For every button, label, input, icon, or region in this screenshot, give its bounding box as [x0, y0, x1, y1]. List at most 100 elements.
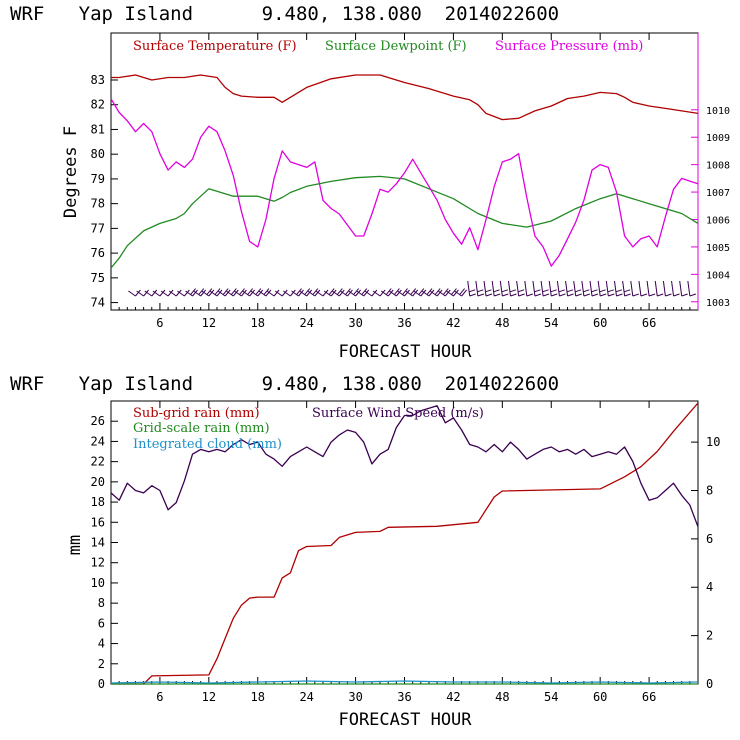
barb-feather: [289, 289, 296, 297]
barb-feather: [379, 289, 386, 297]
wind-barb: [266, 289, 280, 297]
barb-feather: [314, 289, 321, 297]
wind-barb: [454, 288, 467, 297]
wind-barb: [364, 289, 378, 297]
barb-staff: [242, 290, 250, 297]
barb-feather: [494, 293, 501, 297]
barb-staff: [475, 280, 479, 297]
barb-feather: [230, 288, 237, 295]
barb-staff: [397, 290, 405, 297]
barb-staff: [201, 290, 210, 297]
wind-barb: [315, 289, 329, 297]
wind-barb: [397, 288, 410, 297]
wind-barb: [687, 280, 697, 297]
barb-feather: [502, 293, 509, 297]
barb-feather: [273, 289, 280, 297]
barb-feather: [363, 289, 370, 297]
barb-staff: [437, 290, 446, 297]
barb-feather: [385, 288, 392, 295]
y-tick-label: 6: [98, 616, 105, 630]
y2-tick-label: 10: [706, 435, 720, 449]
barb-staff: [209, 290, 218, 297]
barb-staff: [573, 280, 577, 297]
barb-feather: [534, 293, 542, 297]
wind-barb: [491, 280, 501, 297]
wind-barb: [193, 288, 207, 297]
x-tick-label: 66: [642, 316, 656, 330]
barb-feather: [444, 289, 451, 297]
top-right-axis: 1003 1004 1005 1006 1007 1008 1009 1010: [691, 106, 730, 309]
x-tick-label: 24: [299, 690, 313, 704]
y-tick-label: 22: [91, 455, 105, 469]
barb-feather: [222, 288, 229, 295]
wind-barb: [372, 289, 386, 297]
barb-feather: [459, 288, 465, 295]
barb-staff: [429, 290, 438, 297]
y2-tick-label: 1005: [706, 243, 730, 254]
bottom-y-axis-label: mm: [65, 535, 85, 555]
y-tick-label: 20: [91, 475, 105, 489]
barb-feather: [485, 289, 492, 293]
y2-tick-label: 1004: [706, 270, 730, 281]
barb-feather: [469, 293, 476, 297]
barb-feather: [281, 289, 288, 297]
barb-feather: [241, 289, 247, 297]
top-x-axis: 6 12 18 24 30 36 42 48 54 60 66: [118, 33, 691, 330]
wind-barb: [622, 280, 631, 297]
barb-feather: [190, 288, 196, 295]
wind-barb: [605, 280, 615, 297]
barb-feather: [404, 289, 410, 297]
bottom-x-axis-label: FORECAST HOUR: [338, 710, 472, 730]
barb-feather: [200, 289, 207, 297]
barb-feather: [239, 288, 245, 295]
barb-feather: [461, 289, 467, 297]
y2-tick-label: 1010: [706, 106, 730, 117]
barb-staff: [565, 280, 569, 297]
barb-staff: [283, 290, 291, 297]
barb-feather: [469, 289, 476, 293]
barb-feather: [575, 293, 582, 297]
wind-barb: [467, 280, 476, 297]
barb-staff: [193, 290, 201, 297]
barb-staff: [405, 290, 413, 297]
top-series-group: [110, 74, 699, 269]
wind-barb: [217, 288, 231, 297]
barb-feather: [542, 289, 549, 293]
barb-feather: [224, 289, 231, 297]
barb-feather: [477, 289, 484, 293]
barb-staff: [646, 280, 650, 297]
x-tick-label: 36: [397, 690, 411, 704]
wind-barb: [556, 280, 566, 297]
barb-staff: [654, 280, 658, 297]
legend-surface-temperature: Surface Temperature (F): [133, 39, 297, 54]
wind-barb: [638, 280, 648, 297]
barb-staff: [516, 280, 520, 297]
wind-barb: [389, 288, 402, 297]
barb-staff: [679, 280, 683, 297]
x-tick-label: 24: [299, 316, 313, 330]
legend-surface-dewpoint: Surface Dewpoint (F): [325, 39, 467, 54]
x-tick-label: 18: [251, 690, 265, 704]
barb-feather: [206, 288, 213, 295]
barb-staff: [483, 280, 487, 297]
barb-feather: [418, 288, 425, 295]
barb-feather: [328, 288, 335, 295]
barb-feather: [599, 289, 606, 293]
barb-staff: [548, 280, 552, 297]
barb-staff: [128, 290, 136, 297]
barb-feather: [355, 289, 361, 297]
bottom-chart-title: WRF Yap Island 9.480, 138.080 2014022600: [10, 373, 559, 395]
barb-feather: [361, 288, 368, 295]
barb-staff: [250, 290, 259, 297]
y-tick-label: 18: [91, 495, 105, 509]
barb-feather: [296, 288, 302, 295]
wind-barb: [380, 288, 394, 297]
x-tick-label: 36: [397, 316, 411, 330]
series-surface-temperature-f: [111, 74, 699, 121]
barb-feather: [330, 289, 337, 297]
barb-feather: [420, 289, 427, 297]
barb-feather: [509, 289, 517, 293]
wind-barb: [437, 288, 451, 297]
series-surface-pressure-mb: [110, 98, 699, 267]
barb-feather: [526, 293, 533, 297]
